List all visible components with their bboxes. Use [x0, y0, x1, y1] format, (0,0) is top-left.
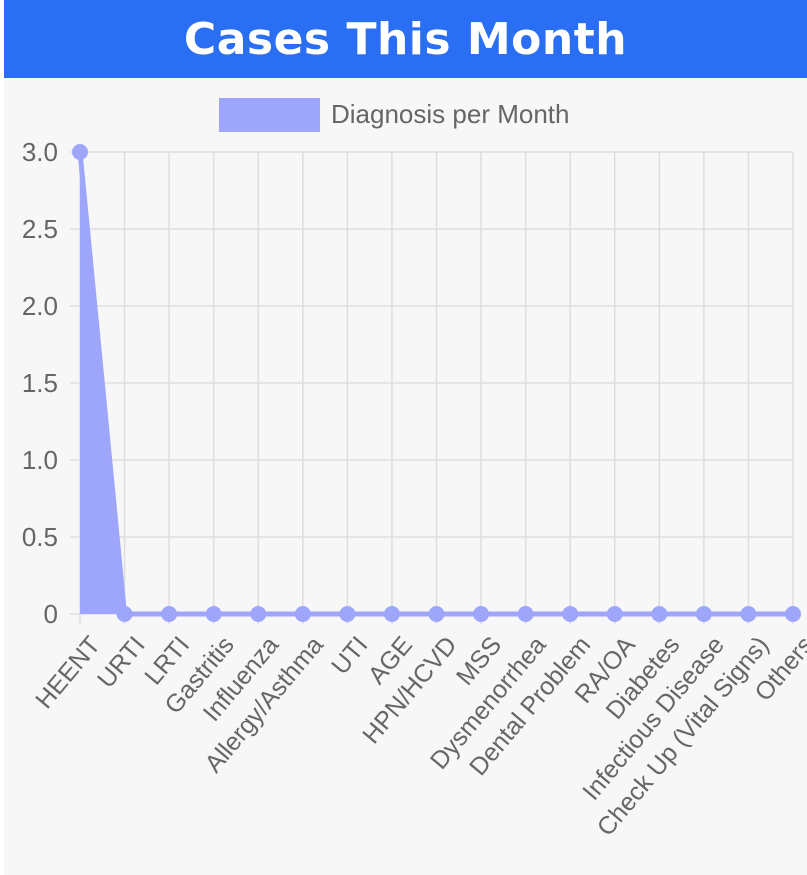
- y-tick-label: 2.0: [22, 291, 58, 321]
- y-tick-label: 2.5: [22, 214, 58, 244]
- y-axis: 0 0.5 1.0 1.5 2.0 2.5 3.0: [22, 137, 58, 629]
- data-point[interactable]: [116, 606, 133, 622]
- y-tick-label: 0.5: [22, 522, 58, 552]
- page-title: Cases This Month: [183, 13, 628, 65]
- chart-legend[interactable]: Diagnosis per Month: [219, 98, 569, 132]
- data-point[interactable]: [695, 606, 712, 622]
- data-point[interactable]: [339, 606, 356, 622]
- legend-label: Diagnosis per Month: [331, 99, 569, 129]
- data-point[interactable]: [205, 606, 222, 622]
- y-tick-label: 3.0: [22, 137, 58, 167]
- data-point[interactable]: [250, 606, 267, 622]
- data-point[interactable]: [740, 606, 757, 622]
- data-point[interactable]: [161, 606, 178, 622]
- data-point[interactable]: [651, 606, 668, 622]
- y-tick-label: 0: [44, 599, 58, 629]
- legend-swatch: [219, 98, 320, 132]
- data-point[interactable]: [428, 606, 445, 622]
- data-point[interactable]: [785, 606, 801, 622]
- data-point[interactable]: [562, 606, 579, 622]
- data-point[interactable]: [72, 144, 88, 160]
- series-layer: [72, 144, 801, 622]
- data-point[interactable]: [294, 606, 311, 622]
- page-header: Cases This Month: [4, 0, 807, 78]
- data-point[interactable]: [383, 606, 400, 622]
- data-point[interactable]: [473, 606, 490, 622]
- x-axis: HEENTURTILRTIGastritisInfluenzaAllergy/A…: [30, 631, 807, 842]
- chart-grid: [70, 151, 794, 624]
- chart-card: [4, 0, 807, 875]
- x-tick-label: URTI: [92, 631, 151, 693]
- y-tick-label: 1.0: [22, 445, 58, 475]
- data-point[interactable]: [606, 606, 623, 622]
- data-point[interactable]: [517, 606, 534, 622]
- y-tick-label: 1.5: [22, 368, 58, 398]
